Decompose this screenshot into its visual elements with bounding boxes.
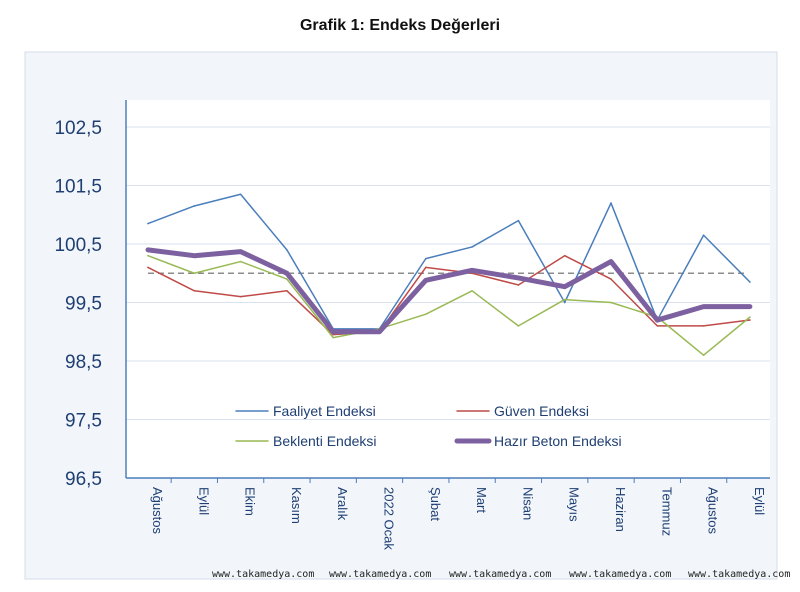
data-point	[239, 250, 242, 253]
x-tick-label: Eylül	[196, 487, 211, 515]
data-point	[286, 249, 288, 251]
x-tick-label: Haziran	[613, 487, 628, 532]
series-layer	[145, 193, 753, 356]
data-point	[425, 257, 427, 260]
data-point	[517, 277, 520, 279]
x-tick-label: Mayıs	[567, 487, 582, 522]
data-point	[193, 254, 196, 257]
data-point	[610, 202, 612, 204]
data-point	[193, 272, 196, 275]
data-point	[239, 295, 242, 298]
series-line-2	[147, 254, 751, 356]
data-point	[286, 278, 288, 280]
data-point	[749, 281, 751, 283]
data-point	[425, 279, 427, 282]
legend-label: Hazır Beton Endeksi	[494, 433, 622, 449]
data-point	[286, 272, 288, 275]
chart-title: Grafik 1: Endeks Değerleri	[299, 17, 501, 34]
data-point	[563, 254, 566, 257]
data-point	[239, 193, 242, 196]
x-tick-label: Ağustos	[150, 487, 165, 534]
series-line-0	[147, 193, 751, 330]
data-point	[749, 319, 751, 321]
series-line-3	[145, 247, 753, 335]
data-point	[193, 290, 196, 292]
y-tick-label: 101,5	[54, 177, 102, 198]
legend-label: Faaliyet Endeksi	[273, 403, 376, 419]
watermark: www.takamedya.com	[329, 569, 432, 580]
data-point	[286, 290, 288, 292]
data-point	[332, 333, 335, 336]
data-point	[425, 313, 427, 316]
data-point	[610, 278, 612, 280]
x-tick-label: Aralık	[335, 487, 350, 521]
data-point	[702, 325, 705, 327]
data-point	[610, 301, 612, 304]
x-tick-label: Eylül	[752, 487, 767, 515]
data-point	[517, 325, 520, 327]
data-point	[147, 254, 149, 257]
legend: Faaliyet Endeksi Güven Endeksi Beklenti En…	[235, 403, 622, 449]
y-tick-labels: 96,5 97,5 98,5 99,5 100,5 101,5 102,5	[54, 118, 102, 490]
data-point	[425, 266, 427, 269]
y-tick-label: 97,5	[65, 411, 102, 432]
axes	[125, 100, 770, 483]
data-point	[378, 330, 381, 333]
watermark: www.takamedya.com	[449, 569, 552, 580]
legend-label: Beklenti Endeksi	[273, 433, 377, 449]
x-tick-labels: Ağustos Eylül Ekim Kasım Aralık 2022 Ocak Şuba…	[150, 487, 767, 550]
data-point	[147, 249, 149, 251]
series-line-1	[147, 254, 751, 336]
data-point	[656, 319, 659, 321]
data-point	[239, 260, 242, 263]
plot-area	[125, 100, 770, 478]
legend-label: Güven Endeksi	[494, 403, 589, 419]
data-point	[749, 316, 751, 318]
data-point	[702, 354, 705, 356]
data-point	[656, 325, 659, 327]
x-tick-label: Kasım	[289, 487, 304, 524]
y-tick-label: 98,5	[65, 352, 102, 373]
y-tick-label: 100,5	[54, 235, 102, 256]
x-tick-label: 2022 Ocak	[382, 487, 397, 550]
data-point	[517, 219, 520, 222]
y-tick-label: 102,5	[54, 118, 102, 139]
data-point	[471, 246, 473, 248]
data-point	[517, 284, 520, 286]
data-point	[193, 205, 196, 207]
data-point	[147, 222, 149, 225]
data-point	[471, 290, 473, 292]
data-point	[563, 285, 566, 288]
x-tick-label: Şubat	[428, 487, 443, 521]
data-point	[147, 266, 149, 269]
data-point	[563, 298, 566, 301]
data-point	[332, 336, 335, 339]
data-point	[702, 234, 705, 237]
data-point	[702, 305, 705, 308]
y-tick-label: 96,5	[65, 469, 102, 490]
watermark: www.takamedya.com	[569, 569, 672, 580]
data-point	[749, 305, 751, 308]
data-point	[563, 301, 566, 304]
data-point	[471, 269, 473, 272]
y-tick-label: 99,5	[65, 294, 102, 315]
watermark: www.takamedya.com	[212, 569, 315, 580]
data-point	[332, 330, 335, 333]
x-tick-label: Nisan	[520, 487, 535, 520]
x-tick-label: Mart	[474, 487, 489, 513]
x-tick-label: Ağustos	[706, 487, 721, 534]
data-point	[610, 260, 612, 263]
x-tick-label: Ekim	[243, 487, 258, 516]
watermark: www.takamedya.com	[688, 569, 791, 580]
x-tick-label: Temmuz	[659, 487, 674, 536]
